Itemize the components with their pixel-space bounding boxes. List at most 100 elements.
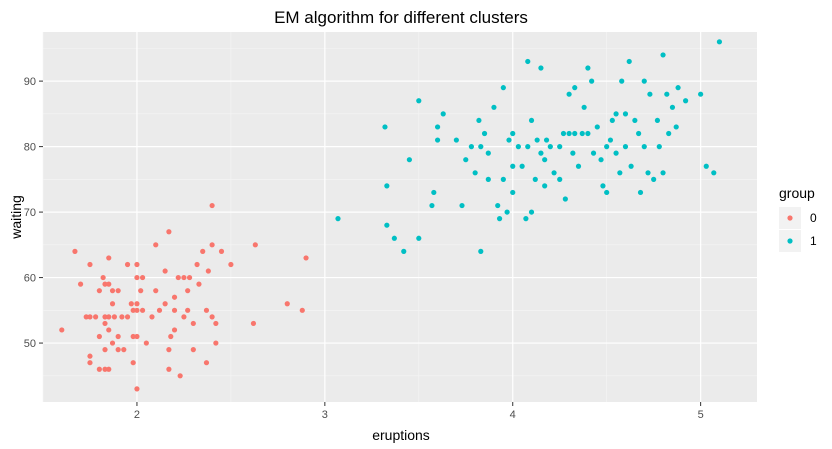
point-group-1 bbox=[440, 111, 446, 117]
point-group-1 bbox=[542, 157, 548, 163]
point-group-1 bbox=[523, 216, 529, 222]
x-tick-label: 4 bbox=[510, 409, 516, 421]
point-group-0 bbox=[96, 366, 102, 372]
point-group-1 bbox=[698, 91, 704, 97]
point-group-0 bbox=[124, 261, 131, 268]
point-group-1 bbox=[528, 117, 535, 124]
point-group-1 bbox=[581, 104, 587, 110]
point-group-1 bbox=[491, 104, 497, 110]
point-group-0 bbox=[102, 320, 108, 327]
point-group-1 bbox=[406, 157, 412, 163]
point-group-1 bbox=[609, 117, 615, 124]
y-tick-label: 90 bbox=[24, 76, 36, 88]
point-group-1 bbox=[636, 130, 642, 137]
point-group-0 bbox=[162, 301, 168, 307]
point-group-0 bbox=[203, 360, 210, 366]
point-group-0 bbox=[106, 255, 112, 261]
point-group-1 bbox=[391, 235, 397, 241]
point-group-1 bbox=[628, 163, 634, 169]
point-group-1 bbox=[566, 130, 572, 137]
point-group-0 bbox=[106, 281, 112, 287]
point-group-1 bbox=[637, 189, 644, 196]
point-group-1 bbox=[547, 144, 553, 150]
point-group-1 bbox=[651, 176, 657, 182]
point-group-1 bbox=[711, 170, 717, 176]
point-group-1 bbox=[622, 111, 629, 117]
point-group-0 bbox=[149, 314, 155, 320]
point-group-0 bbox=[171, 294, 178, 300]
point-group-1 bbox=[604, 189, 610, 196]
data-points bbox=[59, 39, 723, 392]
point-group-1 bbox=[510, 163, 516, 169]
major-gridlines bbox=[43, 32, 757, 402]
point-group-1 bbox=[431, 189, 437, 196]
point-group-1 bbox=[335, 216, 341, 222]
point-group-0 bbox=[303, 255, 309, 261]
point-group-0 bbox=[166, 347, 172, 353]
y-axis-title: waiting bbox=[8, 195, 24, 240]
point-group-0 bbox=[72, 248, 78, 254]
point-group-1 bbox=[590, 150, 597, 156]
point-group-1 bbox=[562, 196, 568, 202]
point-group-0 bbox=[228, 261, 234, 268]
point-group-0 bbox=[181, 274, 187, 281]
point-group-1 bbox=[660, 52, 666, 58]
point-group-0 bbox=[109, 340, 116, 346]
point-group-0 bbox=[205, 268, 211, 274]
point-group-1 bbox=[510, 189, 516, 196]
point-group-0 bbox=[102, 281, 108, 287]
point-group-0 bbox=[134, 274, 140, 281]
point-group-0 bbox=[115, 333, 121, 340]
point-group-0 bbox=[209, 242, 215, 248]
point-group-1 bbox=[654, 117, 661, 124]
point-group-0 bbox=[218, 248, 225, 254]
point-group-1 bbox=[495, 202, 501, 209]
point-group-1 bbox=[478, 248, 484, 254]
x-axis-ticks: 2 3 4 5 bbox=[134, 402, 704, 421]
point-group-1 bbox=[613, 111, 619, 117]
point-group-0 bbox=[124, 314, 131, 320]
point-group-0 bbox=[93, 314, 99, 320]
x-tick-label: 5 bbox=[698, 409, 704, 421]
point-group-1 bbox=[459, 202, 465, 209]
point-group-0 bbox=[83, 314, 89, 320]
point-group-1 bbox=[675, 85, 681, 91]
point-group-1 bbox=[485, 150, 491, 156]
point-group-1 bbox=[647, 91, 653, 97]
point-group-0 bbox=[209, 314, 215, 320]
point-group-0 bbox=[177, 373, 183, 379]
x-tick-label: 3 bbox=[322, 409, 328, 421]
legend-label-0: 0 bbox=[810, 211, 817, 225]
point-group-1 bbox=[416, 235, 422, 241]
point-group-1 bbox=[669, 104, 676, 110]
point-group-1 bbox=[622, 144, 629, 150]
point-group-0 bbox=[153, 288, 159, 294]
point-group-1 bbox=[538, 150, 544, 156]
point-group-1 bbox=[566, 91, 572, 97]
point-group-1 bbox=[429, 202, 435, 209]
y-tick-label: 50 bbox=[24, 338, 36, 350]
point-group-0 bbox=[166, 366, 172, 372]
chart-title: EM algorithm for different clusters bbox=[274, 8, 528, 27]
point-group-1 bbox=[579, 130, 585, 137]
point-group-0 bbox=[153, 242, 159, 248]
point-group-0 bbox=[87, 314, 93, 320]
point-group-0 bbox=[162, 268, 168, 274]
point-group-0 bbox=[166, 229, 172, 235]
point-group-1 bbox=[716, 39, 723, 45]
point-group-0 bbox=[106, 314, 112, 320]
y-axis-ticks: 50 60 70 80 90 bbox=[24, 76, 43, 350]
point-group-0 bbox=[130, 307, 136, 313]
point-group-0 bbox=[185, 288, 191, 294]
point-group-0 bbox=[96, 288, 102, 294]
point-group-0 bbox=[121, 347, 127, 353]
point-group-1 bbox=[557, 144, 563, 150]
point-group-1 bbox=[664, 91, 670, 97]
y-tick-label: 80 bbox=[24, 142, 36, 154]
point-group-1 bbox=[534, 137, 540, 143]
point-group-0 bbox=[171, 307, 178, 313]
point-group-0 bbox=[134, 301, 140, 307]
point-group-1 bbox=[598, 157, 604, 163]
point-group-0 bbox=[250, 320, 257, 327]
